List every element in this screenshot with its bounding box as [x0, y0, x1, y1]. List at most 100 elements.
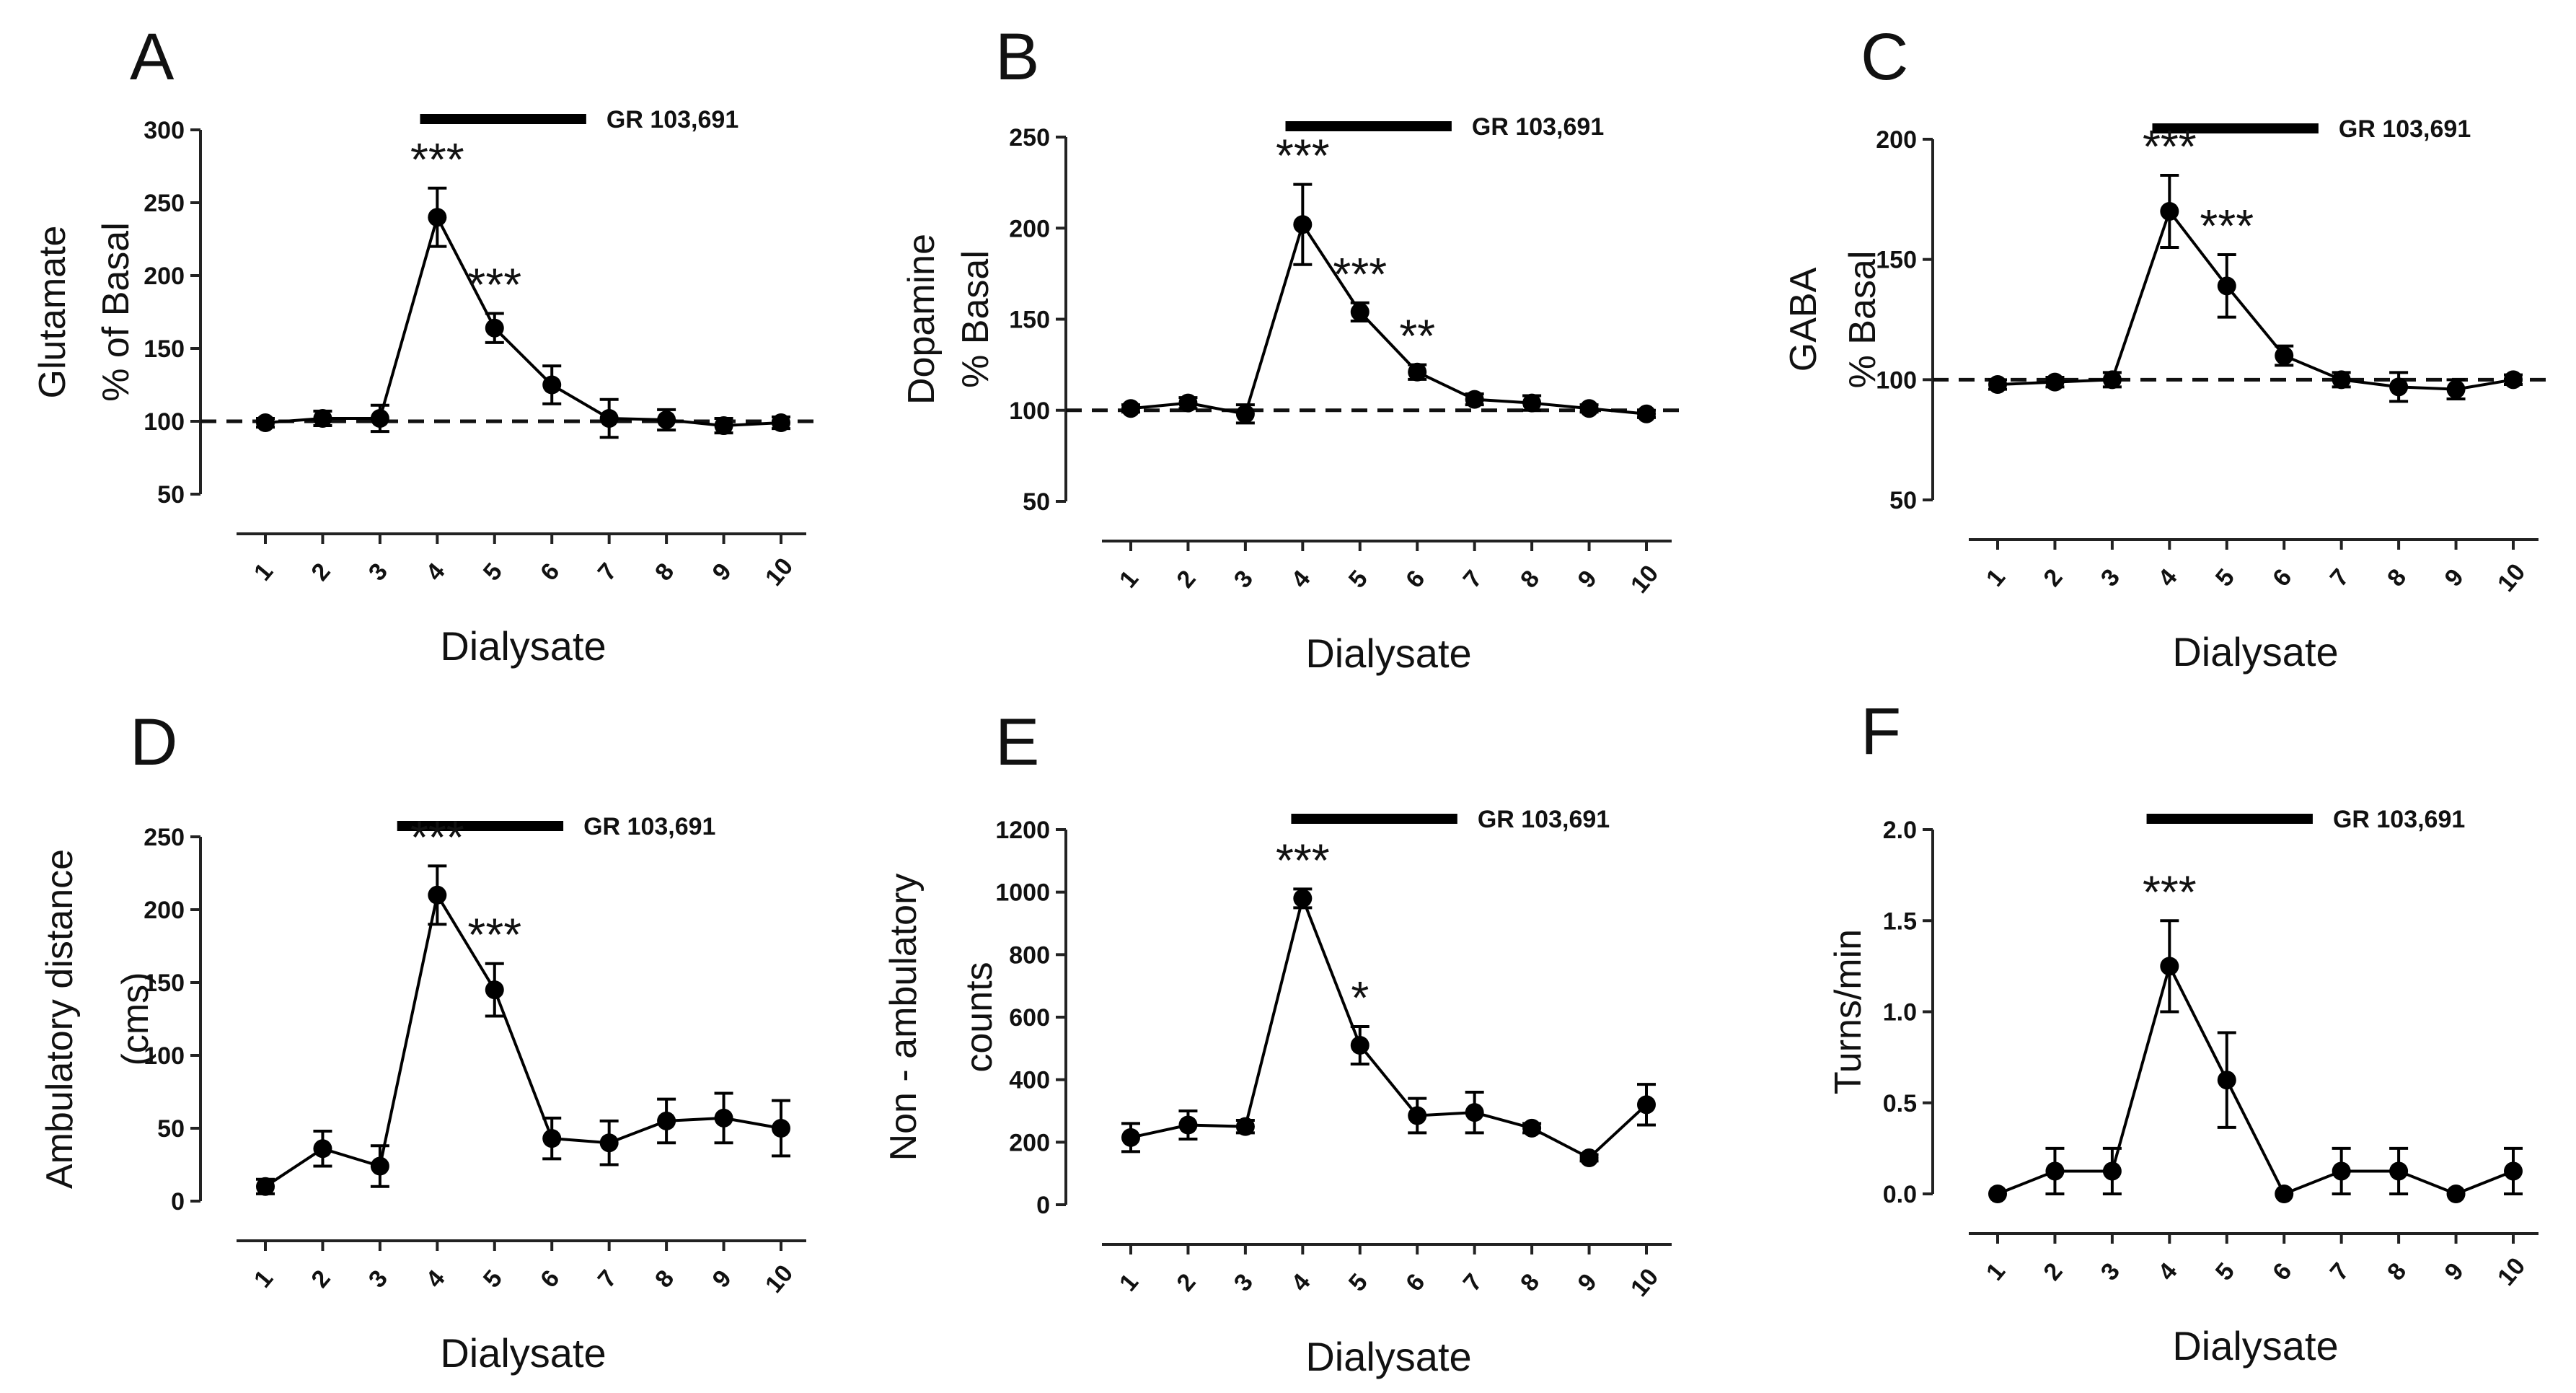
panel-a: A 50 100 150 200 250 300 1 2 3 4 5 6 7 8 9 10 Dialysate Gl…	[32, 20, 821, 669]
x-tick-label: 10	[1626, 560, 1664, 598]
x-tick-label: 2	[2038, 563, 2068, 592]
drug-label: GR 103,691	[2333, 806, 2465, 833]
x-tick-label: 4	[1286, 565, 1315, 593]
panel-letter-c: C	[1861, 20, 1908, 94]
data-point	[1408, 1106, 1427, 1125]
data-point	[1235, 1117, 1255, 1136]
data-point	[1637, 404, 1656, 423]
x-tick-label: 8	[1515, 565, 1545, 593]
significance-label: **	[1399, 310, 1435, 362]
y-tick-label: 100	[144, 408, 185, 436]
x-tick-label: 10	[1626, 1263, 1664, 1301]
y-tick-label: 200	[144, 263, 185, 290]
series-line	[1997, 962, 2514, 1196]
x-tick-label: 4	[420, 558, 450, 586]
x-tick-label: 9	[707, 1265, 736, 1293]
x-tick-label: 3	[1229, 1268, 1258, 1296]
data-point	[370, 1156, 389, 1176]
x-tick-label: 2	[2038, 1257, 2068, 1286]
x-tick-label: 2	[306, 558, 335, 586]
significance-label: ***	[467, 909, 521, 961]
panel-letter-a: A	[130, 20, 175, 94]
data-point	[1579, 399, 1599, 418]
x-tick-label: 8	[650, 1265, 679, 1293]
y-axis-label: Glutamate	[32, 226, 74, 399]
drug-label: GR 103,691	[606, 106, 738, 133]
data-point	[1579, 1148, 1599, 1167]
y-tick-label: 50	[157, 1115, 185, 1143]
data-point	[2217, 276, 2236, 296]
x-tick-label: 6	[2267, 1257, 2297, 1286]
data-point	[1350, 302, 1369, 322]
x-tick-label: 10	[760, 553, 798, 591]
data-point	[370, 408, 389, 428]
y-tick-label: 50	[1889, 487, 1917, 514]
y-tick-label: 100	[144, 1042, 185, 1070]
y-axis-label: Non - ambulatory	[883, 874, 925, 1161]
x-tick-label: 7	[593, 558, 622, 586]
panel-b: B 50 100 150 200 250 1 2 3 4 5 6 7 8 9 10 Dialysate Dopam…	[901, 20, 1686, 676]
x-tick-label: 1	[1114, 1268, 1144, 1296]
data-point	[2446, 379, 2466, 399]
y-tick-label: 50	[1023, 488, 1050, 516]
y-tick-label: 0.5	[1883, 1090, 1917, 1117]
x-tick-label: 7	[1458, 565, 1488, 593]
significance-label: ***	[2143, 120, 2197, 172]
data-point	[2389, 377, 2409, 397]
x-tick-label: 9	[2439, 563, 2469, 592]
y-axis-label: % of Basal	[95, 222, 137, 402]
x-axis-label: Dialysate	[2172, 629, 2338, 674]
data-point	[1637, 1095, 1656, 1115]
data-point	[1293, 215, 1313, 234]
x-tick-label: 6	[535, 558, 565, 586]
panel-letter-d: D	[130, 706, 177, 779]
panel-letter-e: E	[995, 706, 1039, 779]
x-tick-label: 7	[2325, 563, 2355, 592]
data-point	[772, 413, 790, 433]
y-tick-label: 1.5	[1883, 908, 1917, 935]
significance-label: ***	[2200, 200, 2254, 252]
x-tick-label: 5	[478, 558, 508, 586]
y-axis-label: % Basal	[1842, 251, 1884, 389]
y-tick-label: 250	[144, 824, 185, 851]
data-point	[2045, 372, 2065, 392]
x-tick-label: 8	[650, 558, 679, 586]
data-point	[714, 1108, 733, 1128]
x-tick-label: 3	[1229, 565, 1258, 593]
x-tick-label: 4	[2153, 563, 2182, 592]
data-point	[313, 408, 332, 428]
x-tick-label: 6	[1401, 565, 1430, 593]
data-point	[599, 1133, 619, 1153]
y-tick-label: 200	[1009, 1129, 1050, 1156]
x-tick-label: 5	[1344, 565, 1373, 593]
y-tick-label: 150	[144, 335, 185, 363]
data-point	[2275, 346, 2294, 365]
significance-label: ***	[410, 133, 464, 185]
x-tick-label: 5	[1344, 1268, 1373, 1296]
data-point	[772, 1119, 790, 1138]
y-axis-label: Dopamine	[901, 234, 943, 405]
x-tick-label: 4	[2153, 1257, 2182, 1286]
y-axis-label: Turns/min	[1827, 929, 1869, 1094]
x-axis-label: Dialysate	[440, 1330, 606, 1376]
y-tick-label: 50	[157, 481, 185, 509]
data-point	[2446, 1185, 2466, 1203]
y-axis-label: (cms)	[115, 972, 156, 1066]
x-tick-label: 5	[2210, 1257, 2240, 1286]
data-point	[1293, 889, 1313, 908]
drug-label: GR 103,691	[2339, 115, 2471, 143]
y-tick-label: 150	[144, 970, 185, 997]
x-tick-label: 8	[1515, 1268, 1545, 1296]
data-point	[1178, 393, 1198, 413]
x-tick-label: 3	[2096, 563, 2125, 592]
data-point	[2332, 370, 2351, 390]
panel-letter-b: B	[995, 20, 1039, 94]
x-tick-label: 6	[535, 1265, 565, 1293]
significance-label: ***	[467, 259, 521, 311]
x-tick-label: 8	[2382, 1257, 2412, 1286]
series-line	[265, 213, 782, 428]
data-point	[428, 208, 447, 227]
data-point	[2160, 202, 2179, 221]
x-tick-label: 3	[363, 558, 393, 586]
significance-label: ***	[1276, 130, 1330, 182]
